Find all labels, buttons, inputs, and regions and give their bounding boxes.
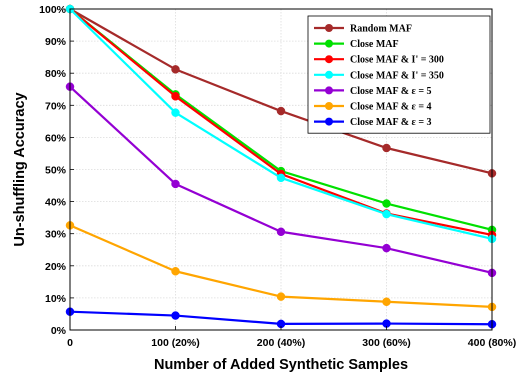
x-tick-label: 400 (80%) bbox=[468, 337, 516, 349]
x-tick-label: 200 (40%) bbox=[257, 337, 305, 349]
y-tick-label: 70% bbox=[45, 100, 67, 112]
x-tick-label: 100 (20%) bbox=[151, 337, 199, 349]
legend-item: Close MAF & ε = 5 bbox=[314, 86, 432, 97]
legend-label: Random MAF bbox=[350, 24, 412, 35]
legend-item: Random MAF bbox=[314, 24, 412, 35]
y-tick-label: 10% bbox=[45, 293, 67, 305]
legend-label: Close MAF bbox=[350, 39, 399, 50]
data-point bbox=[276, 106, 286, 116]
legend-label: Close MAF & ε = 5 bbox=[350, 86, 432, 97]
legend-swatch-marker bbox=[325, 117, 333, 126]
x-tick-label: 300 (60%) bbox=[362, 337, 410, 349]
data-point bbox=[276, 227, 286, 237]
y-tick-label: 20% bbox=[45, 261, 67, 273]
data-point bbox=[276, 292, 286, 301]
legend-label: Close MAF & I' = 300 bbox=[350, 55, 444, 66]
data-point bbox=[171, 92, 180, 101]
series-close-maf-5 bbox=[65, 82, 497, 278]
legend-items: Random MAF Close MAF Close MAF & I' = 300 C… bbox=[314, 24, 444, 128]
x-tick-label: 0 bbox=[67, 337, 73, 349]
legend-swatch-marker bbox=[325, 24, 333, 32]
data-point bbox=[171, 65, 180, 74]
legend-item: Close MAF & I' = 300 bbox=[314, 55, 444, 66]
axis-ticks: 0% 10% 20% 30% 40% 50% 60% 70% 80% 90% 100% 0 100 (2… bbox=[39, 4, 516, 349]
data-point bbox=[382, 199, 391, 208]
y-tick-label: 50% bbox=[45, 165, 67, 177]
legend-swatch-marker bbox=[325, 86, 333, 95]
legend-swatch-marker bbox=[325, 102, 333, 110]
data-point bbox=[171, 267, 180, 276]
legend-swatch-marker bbox=[325, 70, 333, 79]
y-tick-label: 90% bbox=[45, 36, 67, 48]
data-point bbox=[171, 311, 180, 320]
legend-label: Close MAF & ε = 3 bbox=[350, 117, 432, 128]
data-point bbox=[171, 179, 180, 189]
data-point bbox=[382, 143, 391, 153]
data-point bbox=[382, 209, 391, 219]
y-tick-label: 40% bbox=[45, 197, 67, 209]
legend-swatch-marker bbox=[325, 39, 333, 48]
legend-item: Close MAF & ε = 4 bbox=[314, 102, 432, 113]
y-tick-label: 0% bbox=[51, 325, 67, 337]
series-close-maf-3 bbox=[65, 307, 497, 329]
y-axis-title: Un-shuffling Accuracy bbox=[12, 92, 28, 246]
y-tick-label: 30% bbox=[45, 229, 67, 241]
legend-label: Close MAF & ε = 4 bbox=[350, 102, 432, 113]
data-point bbox=[382, 243, 391, 253]
y-tick-label: 80% bbox=[45, 68, 67, 80]
legend: Random MAF Close MAF Close MAF & I' = 300 C… bbox=[307, 15, 491, 134]
legend-label: Close MAF & I' = 350 bbox=[350, 70, 444, 81]
y-tick-label: 60% bbox=[45, 132, 67, 144]
data-point bbox=[276, 173, 286, 183]
data-point bbox=[171, 108, 180, 117]
legend-swatch-marker bbox=[325, 55, 333, 64]
y-tick-label: 100% bbox=[39, 4, 67, 16]
data-point bbox=[382, 297, 391, 307]
legend-item: Close MAF & I' = 350 bbox=[314, 70, 444, 81]
x-axis-title: Number of Added Synthetic Samples bbox=[154, 357, 408, 373]
legend-item: Close MAF bbox=[314, 39, 399, 50]
legend-item: Close MAF & ε = 3 bbox=[314, 117, 432, 128]
